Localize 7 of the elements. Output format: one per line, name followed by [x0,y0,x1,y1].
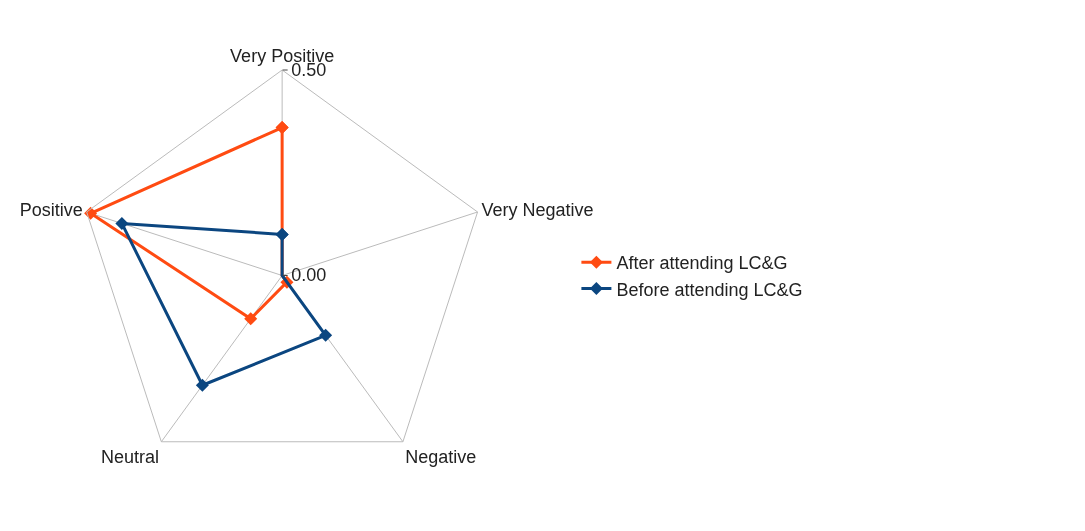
y-tick-label: 0.00 [291,265,327,286]
spoke-label: Very Negative [481,199,594,220]
spoke-label: Positive [19,199,83,220]
legend-label: Before attending LC&G [616,279,803,300]
spoke-label: Neutral [100,447,159,468]
legend-label: After attending LC&G [616,253,788,274]
spoke-label: Negative [405,447,477,468]
